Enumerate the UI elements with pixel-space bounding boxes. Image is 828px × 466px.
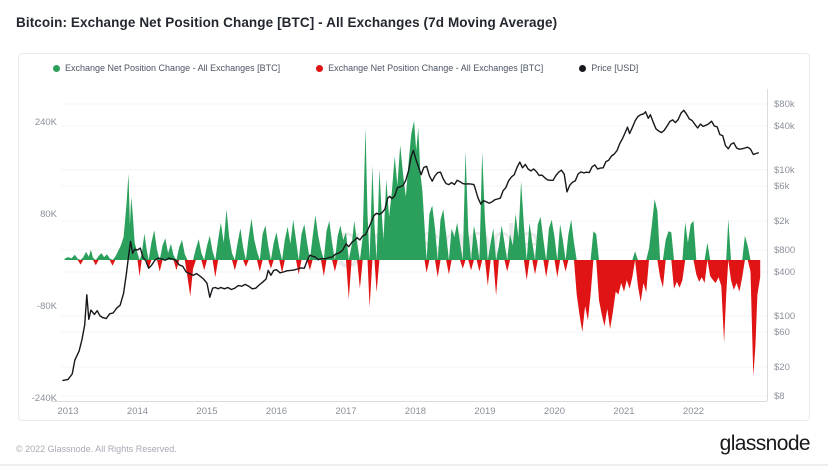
legend-item-net-position-positive[interactable]: Exchange Net Position Change - All Excha… [53,63,280,73]
legend-label: Exchange Net Position Change - All Excha… [328,63,544,73]
x-axis-tick-label: 2021 [613,406,634,417]
chart-plot-area[interactable]: $80k $40k $10k $6k $2k $800 $400 $100 $60 $20 $8 24… [19,54,811,422]
left-axis-tick-label: -80K [37,301,58,312]
net-position-negative-area [64,260,761,377]
right-axis-tick-label: $100 [774,311,795,322]
x-axis-tick-label: 2018 [405,406,426,417]
right-axis-tick-label: $400 [774,267,795,278]
right-axis-tick-label: $60 [774,327,790,338]
x-axis-tick-label: 2022 [683,406,704,417]
right-axis-tick-label: $80k [774,99,795,110]
x-axis-tick-label: 2014 [127,406,148,417]
legend-item-price[interactable]: Price [USD] [579,63,638,73]
x-axis-tick-label: 2016 [266,406,287,417]
right-axis-tick-label: $2k [774,216,790,227]
legend-label: Exchange Net Position Change - All Excha… [65,63,281,73]
left-axis-tick-label: 80K [40,209,58,220]
x-axis-tick-label: 2019 [474,406,495,417]
price-line [62,109,759,382]
left-axis-tick-label: 240K [35,117,58,128]
right-axis-tick-label: $8 [774,391,785,402]
footer-copyright: © 2022 Glassnode. All Rights Reserved. [16,444,177,454]
right-axis-tick-label: $10k [774,165,795,176]
right-axis-tick-label: $40k [774,121,795,132]
legend-dot-black [579,64,587,72]
legend-dot-green [53,64,60,72]
chart-legend: Exchange Net Position Change - All Excha… [53,63,638,73]
x-axis-tick-label: 2017 [335,406,356,417]
page-title: Bitcoin: Exchange Net Position Change [B… [16,15,558,30]
right-axis-tick-label: $20 [774,362,790,373]
net-position-positive-area [64,120,761,261]
right-axis-tick-label: $800 [774,245,795,256]
chart-card: Exchange Net Position Change - All Excha… [18,53,810,421]
legend-dot-red [316,64,324,72]
right-axis-tick-label: $6k [774,181,790,192]
x-axis-tick-label: 2013 [57,406,78,417]
left-axis-tick-label: -240K [32,393,58,404]
x-axis-tick-label: 2020 [544,406,565,417]
x-axis-tick-label: 2015 [196,406,217,417]
legend-label: Price [USD] [591,63,639,73]
glassnode-logo: glassnode [719,432,811,455]
legend-item-net-position-negative[interactable]: Exchange Net Position Change - All Excha… [316,63,543,73]
